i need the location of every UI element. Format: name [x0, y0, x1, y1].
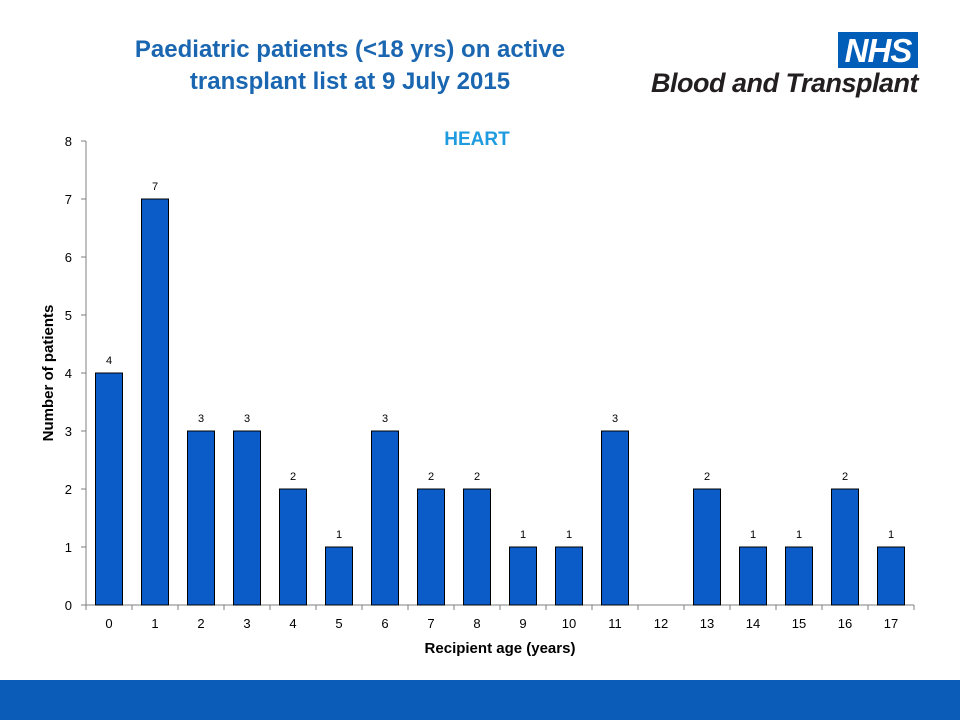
x-tick-label: 3	[243, 616, 250, 631]
x-tick-label: 8	[473, 616, 480, 631]
data-label: 2	[704, 471, 710, 483]
bar	[555, 546, 583, 606]
data-label: 7	[152, 181, 158, 193]
data-label: 3	[382, 413, 388, 425]
y-tick-label: 6	[65, 250, 72, 265]
x-tick-label: 0	[105, 616, 112, 631]
y-tick-label: 0	[65, 598, 72, 613]
bar	[831, 488, 859, 606]
x-tick-label: 14	[746, 616, 760, 631]
bar	[279, 488, 307, 606]
data-label: 1	[888, 529, 894, 541]
x-tick-label: 5	[335, 616, 342, 631]
x-tick-label: 2	[197, 616, 204, 631]
bar	[95, 372, 123, 606]
bar	[877, 546, 905, 606]
data-label: 2	[428, 471, 434, 483]
data-label: 3	[244, 413, 250, 425]
slide-title: Paediatric patients (<18 yrs) on active …	[60, 34, 640, 98]
x-tick-label: 17	[884, 616, 898, 631]
bar	[785, 546, 813, 606]
y-tick-label: 1	[65, 540, 72, 555]
x-tick-label: 11	[608, 616, 622, 631]
y-tick-label: 3	[65, 424, 72, 439]
y-tick-label: 7	[65, 192, 72, 207]
logo-wordmark: Blood and Transplant	[650, 68, 919, 98]
bar	[693, 488, 721, 606]
x-tick-label: 10	[562, 616, 576, 631]
bar	[187, 430, 215, 606]
y-tick-label: 4	[65, 366, 72, 381]
data-label: 2	[842, 471, 848, 483]
x-tick-label: 7	[427, 616, 434, 631]
data-label: 3	[198, 413, 204, 425]
chart-title: HEART	[444, 129, 510, 150]
x-tick-label: 6	[381, 616, 388, 631]
y-tick-label: 8	[65, 134, 72, 149]
bar	[739, 546, 767, 606]
bar	[233, 430, 261, 606]
bar	[417, 488, 445, 606]
bar	[463, 488, 491, 606]
x-tick-label: 12	[654, 616, 668, 631]
slide-title-line-1: Paediatric patients (<18 yrs) on active	[134, 36, 566, 63]
bar	[509, 546, 537, 606]
x-tick-label: 1	[151, 616, 158, 631]
data-label: 4	[106, 355, 112, 367]
slide-title-line-2: transplant list at 9 July 2015	[189, 68, 511, 95]
data-label: 1	[336, 529, 342, 541]
x-tick-label: 9	[519, 616, 526, 631]
y-tick-label: 5	[65, 308, 72, 323]
x-tick-label: 4	[289, 616, 296, 631]
footer-bar	[0, 680, 960, 720]
data-label: 2	[474, 471, 480, 483]
nhs-blood-and-transplant-logo: NHS Blood and Transplant	[650, 30, 940, 100]
bar	[325, 546, 353, 606]
x-tick-label: 15	[792, 616, 806, 631]
bar	[141, 198, 169, 606]
y-axis-title: Number of patients	[40, 305, 57, 442]
data-label: 1	[750, 529, 756, 541]
data-label: 1	[520, 529, 526, 541]
data-label: 1	[796, 529, 802, 541]
x-tick-label: 13	[700, 616, 714, 631]
bar	[371, 430, 399, 606]
y-tick-label: 2	[65, 482, 72, 497]
nhs-logo-badge: NHS	[838, 32, 918, 69]
data-label: 1	[566, 529, 572, 541]
x-axis-title: Recipient age (years)	[425, 640, 576, 657]
bar-chart: HEART01234567840713233241536272819110311…	[40, 129, 915, 657]
x-tick-label: 16	[838, 616, 852, 631]
bar	[601, 430, 629, 606]
data-label: 3	[612, 413, 618, 425]
data-label: 2	[290, 471, 296, 483]
